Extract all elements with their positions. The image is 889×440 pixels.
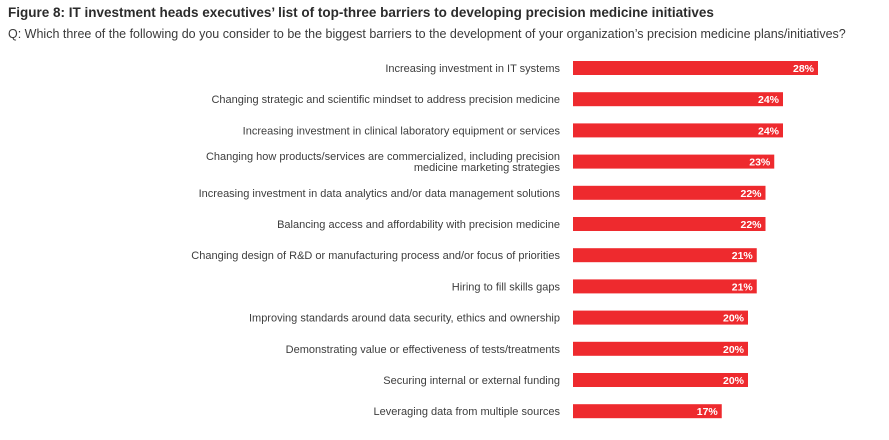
- survey-question: Q: Which three of the following do you c…: [8, 27, 846, 41]
- figure-title: Figure 8: IT investment heads executives…: [8, 5, 714, 20]
- bar-8: [573, 279, 757, 294]
- category-label-9: Improving standards around data security…: [249, 313, 560, 325]
- bar-value-label-9: 20%: [723, 313, 745, 325]
- bar-10: [573, 341, 748, 356]
- bar-7: [573, 248, 757, 263]
- bar-2: [573, 92, 783, 107]
- bar-4: [573, 154, 775, 169]
- bar-value-label-12: 17%: [697, 406, 719, 418]
- category-label-12: Leveraging data from multiple sources: [374, 406, 561, 418]
- bar-value-label-7: 21%: [732, 250, 754, 262]
- category-label-1: Increasing investment in IT systems: [385, 63, 560, 75]
- bar-3: [573, 123, 783, 138]
- category-label-8: Hiring to fill skills gaps: [452, 281, 561, 293]
- category-label-7: Changing design of R&D or manufacturing …: [191, 250, 560, 262]
- category-label-3: Increasing investment in clinical labora…: [243, 125, 561, 137]
- bar-value-label-1: 28%: [793, 63, 815, 75]
- bar-6: [573, 217, 766, 231]
- bar-value-label-11: 20%: [723, 375, 745, 387]
- category-label-2: Changing strategic and scientific mindse…: [211, 94, 560, 106]
- bar-value-label-3: 24%: [758, 125, 780, 137]
- bar-1: [573, 61, 818, 75]
- bar-value-label-8: 21%: [732, 281, 754, 293]
- category-label-10: Demonstrating value or effectiveness of …: [286, 344, 561, 356]
- bar-12: [573, 404, 722, 419]
- bar-value-label-5: 22%: [740, 188, 762, 200]
- category-label-5: Increasing investment in data analytics …: [199, 188, 561, 200]
- bar-5: [573, 185, 766, 200]
- bar-11: [573, 373, 748, 387]
- bar-9: [573, 310, 748, 325]
- bar-value-label-6: 22%: [740, 219, 762, 231]
- category-label-6: Balancing access and affordability with …: [277, 219, 560, 231]
- category-label-11: Securing internal or external funding: [383, 375, 560, 387]
- bar-value-label-4: 23%: [749, 157, 771, 169]
- category-label-4-line-2: medicine marketing strategies: [414, 162, 561, 174]
- bar-value-label-10: 20%: [723, 344, 745, 356]
- bar-value-label-2: 24%: [758, 94, 780, 106]
- category-label-4-line-1: Changing how products/services are comme…: [206, 151, 560, 163]
